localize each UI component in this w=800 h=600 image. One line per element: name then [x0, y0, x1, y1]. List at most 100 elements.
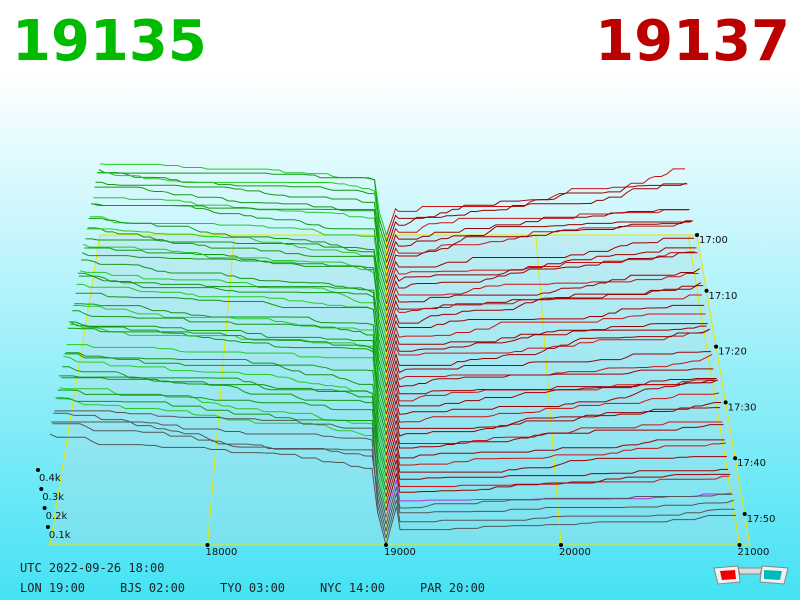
tick-dot: [723, 400, 728, 405]
depth-lines: [49, 163, 740, 546]
ask-line: [385, 252, 698, 311]
ask-line: [385, 273, 699, 318]
bid-line: [51, 421, 387, 539]
bid-line: [97, 171, 388, 249]
ask-line: [385, 237, 695, 291]
ask-line: [386, 209, 690, 263]
depth-label: 0.4k: [39, 473, 61, 484]
ask-line: [386, 209, 689, 256]
ask-line: [385, 442, 726, 484]
tick-dot: [733, 456, 738, 461]
bid-line: [58, 375, 387, 491]
ask-price: 19137: [595, 9, 790, 74]
ask-line: [385, 453, 727, 491]
tick-dot: [205, 543, 210, 547]
city-clock: NYC 14:00: [320, 581, 385, 595]
axis-labels: 18000 19000 20000 21000 17:00 17:10 17:20 17:30…: [36, 233, 776, 558]
ask-line: [385, 377, 717, 429]
time-label: 17:10: [709, 291, 738, 302]
bid-line: [98, 169, 388, 243]
bid-line: [77, 272, 387, 373]
3d-glasses-icon[interactable]: [713, 565, 789, 585]
time-label: 17:40: [737, 458, 766, 469]
ask-line: [385, 313, 706, 360]
bid-line: [73, 305, 387, 401]
price-label: 19000: [384, 547, 416, 558]
tick-dot: [42, 506, 47, 510]
floor: [49, 234, 751, 546]
time-label: 17:50: [747, 514, 776, 525]
ask-line: [385, 368, 714, 408]
bid-line: [54, 410, 387, 518]
city-clock: LON 19:00: [20, 581, 85, 595]
bid-line: [63, 355, 387, 463]
ask-line: [385, 268, 701, 325]
floor-line: [385, 234, 388, 546]
tick-dot: [36, 468, 40, 472]
bid-price: 19135: [12, 9, 207, 74]
price-label: 21000: [738, 547, 770, 558]
tick-dot: [695, 233, 699, 237]
bid-line: [55, 397, 387, 511]
price-label: 20000: [559, 547, 591, 558]
bid-line: [91, 203, 387, 291]
ask-line: [385, 407, 721, 449]
bid-line: [86, 228, 387, 318]
ask-line: [386, 221, 691, 270]
ask-line: [385, 392, 720, 442]
ask-line: [385, 379, 719, 435]
bid-line: [82, 252, 387, 346]
bid-line: [49, 433, 387, 546]
bid-line: [72, 310, 387, 408]
ask-line: [385, 499, 735, 539]
ask-line: [385, 220, 693, 284]
bid-line: [61, 377, 387, 477]
tick-dot: [714, 344, 719, 349]
bid-line: [96, 172, 387, 256]
ask-line: [385, 325, 707, 367]
city-clock: BJS 02:00: [120, 581, 185, 595]
bid-line: [83, 243, 387, 339]
bid-line: [88, 217, 387, 305]
ask-line: [385, 304, 705, 353]
tick-dot: [559, 543, 563, 547]
depth-label: 0.2k: [46, 511, 68, 522]
ask-line: [385, 506, 737, 546]
ask-line: [385, 351, 712, 394]
time-label: 17:20: [718, 347, 747, 358]
ask-line: [386, 182, 687, 243]
ask-line: [385, 328, 711, 387]
ask-line: [385, 323, 708, 373]
bid-line: [53, 412, 387, 525]
bid-line: [93, 197, 387, 277]
ask-line: [385, 466, 730, 504]
ask-line: [385, 473, 731, 511]
utc-clock: UTC 2022-09-26 18:00: [20, 561, 165, 575]
ask-line: [385, 493, 734, 532]
ask-line: [385, 251, 696, 298]
time-label: 17:00: [699, 235, 728, 246]
ask-line: [385, 379, 716, 422]
city-clock: PAR 20:00: [420, 581, 485, 595]
ask-line: [385, 247, 697, 305]
ask-line: [385, 402, 722, 456]
bid-line: [64, 353, 387, 456]
bid-line: [52, 423, 387, 532]
bid-line: [62, 366, 387, 470]
ask-line: [385, 424, 724, 470]
bid-line: [68, 321, 387, 429]
price-label: 18000: [206, 547, 238, 558]
ask-line: [386, 183, 688, 249]
ask-line: [385, 439, 725, 477]
tick-dot: [742, 512, 747, 516]
tick-dot: [39, 487, 44, 491]
tick-dot: [737, 543, 742, 547]
bid-line: [87, 227, 387, 311]
city-clock: TYO 03:00: [220, 581, 285, 595]
ask-line: [385, 294, 703, 339]
bid-line: [67, 327, 387, 435]
bid-line: [57, 389, 387, 497]
bid-line: [65, 352, 387, 449]
